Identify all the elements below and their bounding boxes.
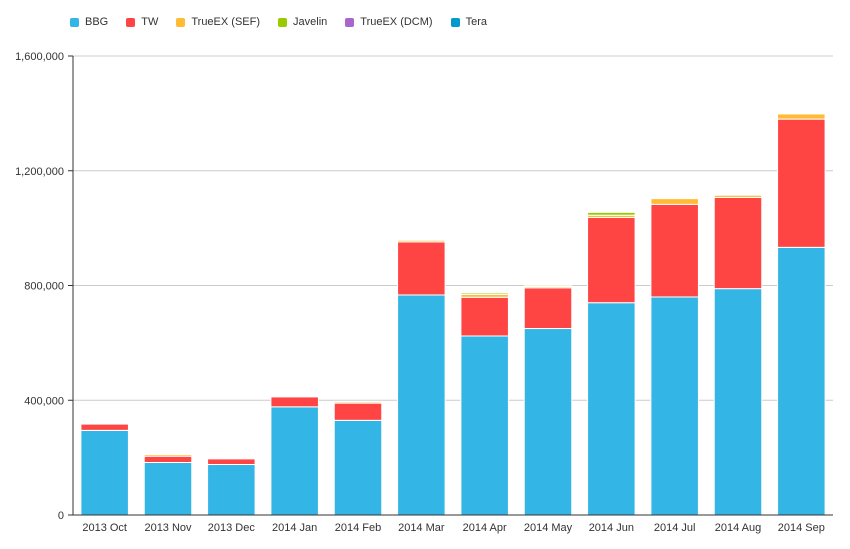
legend-item[interactable]: Javelin: [278, 16, 327, 28]
bar-segment: [398, 242, 446, 295]
bar-segment: [714, 197, 762, 288]
bar-segment: [461, 297, 509, 336]
x-tick-label: 2014 Jul: [654, 522, 696, 534]
legend-item[interactable]: Tera: [451, 16, 487, 28]
bar-segment: [461, 336, 509, 515]
legend-label: BBG: [85, 16, 108, 28]
bar-segment: [271, 407, 319, 515]
bar-segment: [208, 465, 256, 515]
bar-segment: [524, 329, 572, 515]
bar-segment: [651, 297, 699, 515]
legend-swatch: [451, 18, 460, 27]
bar-segment: [778, 119, 826, 247]
bar-segment: [271, 396, 319, 397]
x-tick-label: 2013 Dec: [208, 522, 256, 534]
x-tick-label: 2013 Oct: [82, 522, 127, 534]
legend-item[interactable]: TrueEX (DCM): [345, 16, 432, 28]
legend-swatch: [345, 18, 354, 27]
bar-segment: [334, 420, 382, 515]
x-tick-label: 2014 Mar: [398, 522, 445, 534]
y-tick-label: 1,200,000: [15, 166, 64, 178]
bar-segment: [588, 303, 636, 515]
x-tick-label: 2014 Jan: [272, 522, 317, 534]
bar-segment: [778, 114, 826, 119]
bar-segment: [208, 458, 256, 459]
legend-label: TrueEX (SEF): [191, 16, 260, 28]
bar-segment: [81, 423, 128, 424]
legend-label: TrueEX (DCM): [360, 16, 432, 28]
bar-segment: [461, 293, 509, 294]
legend-label: Tera: [466, 16, 487, 28]
bar-segment: [144, 456, 192, 462]
bar-segment: [714, 289, 762, 515]
y-tick-label: 0: [58, 510, 64, 522]
bar-segment: [651, 198, 699, 199]
bar-segment: [588, 212, 636, 215]
bar-segment: [651, 199, 699, 205]
y-tick-label: 800,000: [24, 281, 64, 293]
bar-segment: [588, 218, 636, 303]
bar-segment: [524, 288, 572, 329]
bar-segment: [714, 195, 762, 196]
bar-segment: [208, 459, 256, 465]
legend-label: Javelin: [293, 16, 327, 28]
legend-swatch: [126, 18, 135, 27]
bar-segment: [81, 424, 128, 430]
x-tick-label: 2014 Sep: [778, 522, 825, 534]
x-tick-label: 2014 Aug: [715, 522, 762, 534]
bar-segment: [144, 463, 192, 515]
legend-swatch: [70, 18, 79, 27]
x-tick-label: 2014 Feb: [335, 522, 381, 534]
bar-segment: [81, 430, 128, 515]
legend-label: TW: [141, 16, 158, 28]
bar-segment: [334, 403, 382, 420]
legend-swatch: [278, 18, 287, 27]
x-tick-label: 2014 May: [524, 522, 573, 534]
x-tick-label: 2013 Nov: [144, 522, 192, 534]
y-tick-label: 400,000: [24, 395, 64, 407]
bar-segment: [271, 397, 319, 407]
chart-legend: BBG TW TrueEX (SEF) Javelin TrueEX (DCM) Tera: [70, 16, 505, 28]
bar-segment: [778, 247, 826, 515]
legend-item[interactable]: TW: [126, 16, 158, 28]
x-tick-label: 2014 Apr: [463, 522, 507, 534]
bar-segment: [398, 295, 446, 515]
bar-segment: [651, 204, 699, 297]
y-tick-label: 1,600,000: [15, 51, 64, 63]
bar-segment: [524, 286, 572, 287]
legend-item[interactable]: TrueEX (SEF): [176, 16, 260, 28]
x-tick-label: 2014 Jun: [589, 522, 634, 534]
legend-item[interactable]: BBG: [70, 16, 108, 28]
legend-swatch: [176, 18, 185, 27]
